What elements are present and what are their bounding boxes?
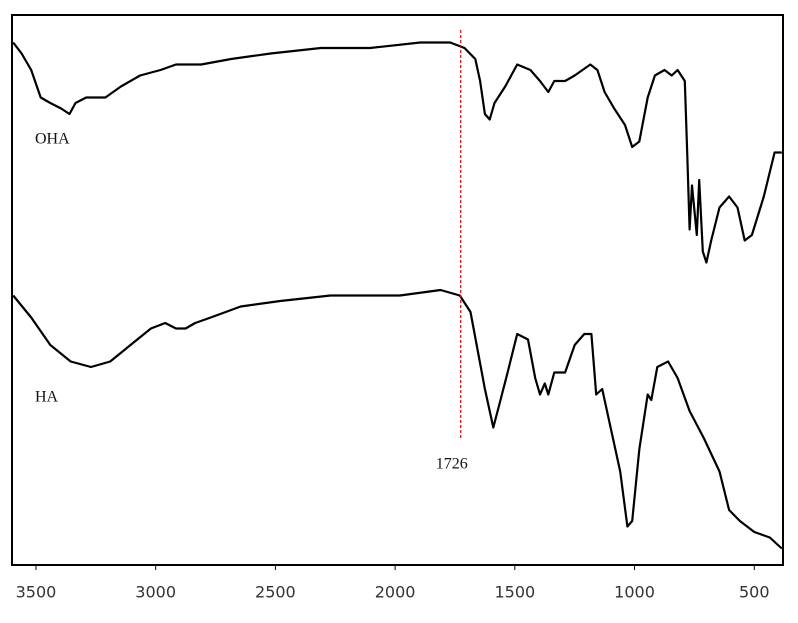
- spectrum-line: [12, 288, 783, 550]
- reference-label: 1726: [436, 456, 468, 473]
- x-tick-label: 3000: [135, 583, 176, 602]
- plot-frame: [11, 14, 784, 566]
- x-tick-label: 1500: [494, 583, 535, 602]
- x-tick-label: 500: [739, 583, 770, 602]
- series-label: OHA: [35, 131, 70, 148]
- series-label: HA: [35, 389, 59, 406]
- x-tick-label: 1000: [614, 583, 655, 602]
- spectrum-line: [12, 41, 782, 264]
- x-tick-label: 2000: [375, 583, 416, 602]
- x-tick-label: 2500: [255, 583, 296, 602]
- x-tick-label: 3500: [16, 583, 57, 602]
